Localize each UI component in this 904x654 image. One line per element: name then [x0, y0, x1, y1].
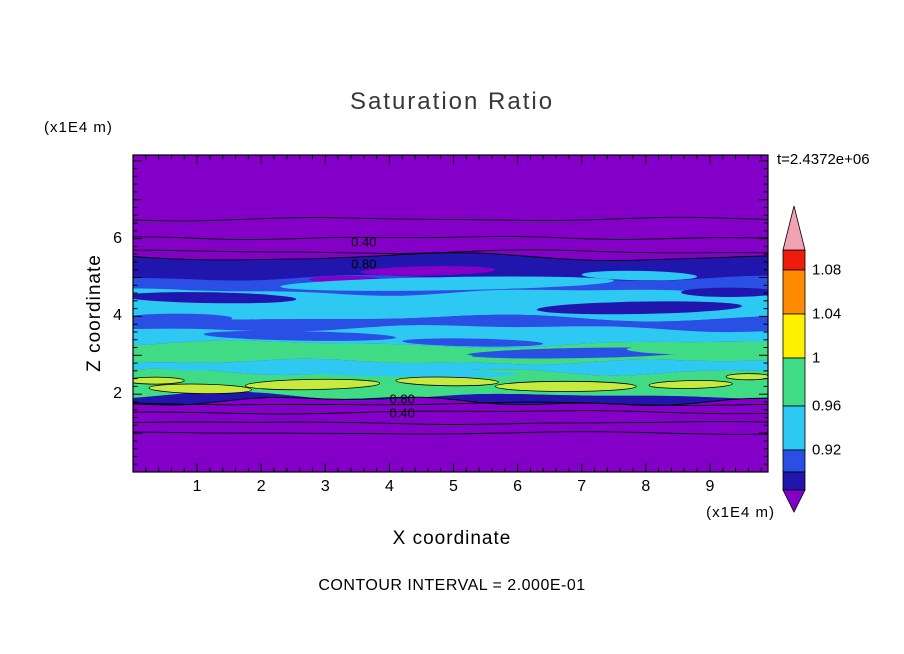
colorbar — [782, 205, 806, 513]
y-tick-label: 4 — [113, 307, 122, 325]
colorbar-tick-label: 1.08 — [812, 261, 842, 279]
contour-value-label: 0.40 — [351, 235, 376, 250]
time-annotation: t=2.4372e+06 — [777, 151, 870, 168]
x-tick-label: 5 — [449, 478, 458, 495]
x-tick-label: 4 — [384, 478, 394, 495]
plot-frame — [132, 154, 769, 473]
y-axis-unit-label: (x1E4 m) — [44, 119, 113, 136]
x-tick-label: 2 — [256, 478, 266, 495]
x-tick-label: 8 — [641, 478, 651, 495]
x-tick-label: 3 — [320, 478, 330, 495]
colorbar-arrow-bottom — [782, 489, 806, 513]
contour-value-label: 0.80 — [351, 257, 376, 272]
axis-ticks — [133, 155, 768, 472]
x-tick-label: 6 — [513, 478, 523, 495]
contour-interval-note: CONTOUR INTERVAL = 2.000E-01 — [318, 577, 586, 594]
x-tick-label: 7 — [577, 478, 587, 495]
contour-value-label: 0.40 — [390, 406, 415, 421]
plot-title: Saturation Ratio — [349, 88, 555, 115]
y-tick-label: 2 — [113, 385, 122, 403]
colorbar-arrow-top — [782, 205, 806, 251]
contour-value-label: 0.80 — [390, 392, 415, 407]
colorbar-tick-label: 0.92 — [812, 441, 842, 459]
colorbar-tick-label: 1 — [812, 349, 821, 367]
colorbar-tick-label: 0.96 — [812, 397, 842, 415]
saturation-field: 0.400.800.800.40 — [133, 216, 768, 435]
colorbar-tick-label: 1.04 — [812, 305, 842, 323]
x-axis-unit-label: (x1E4 m) — [706, 504, 775, 521]
x-tick-label: 9 — [705, 478, 715, 495]
y-tick-label: 6 — [113, 229, 122, 247]
x-axis-title: X coordinate — [392, 528, 512, 549]
x-tick-label: 1 — [192, 478, 202, 495]
